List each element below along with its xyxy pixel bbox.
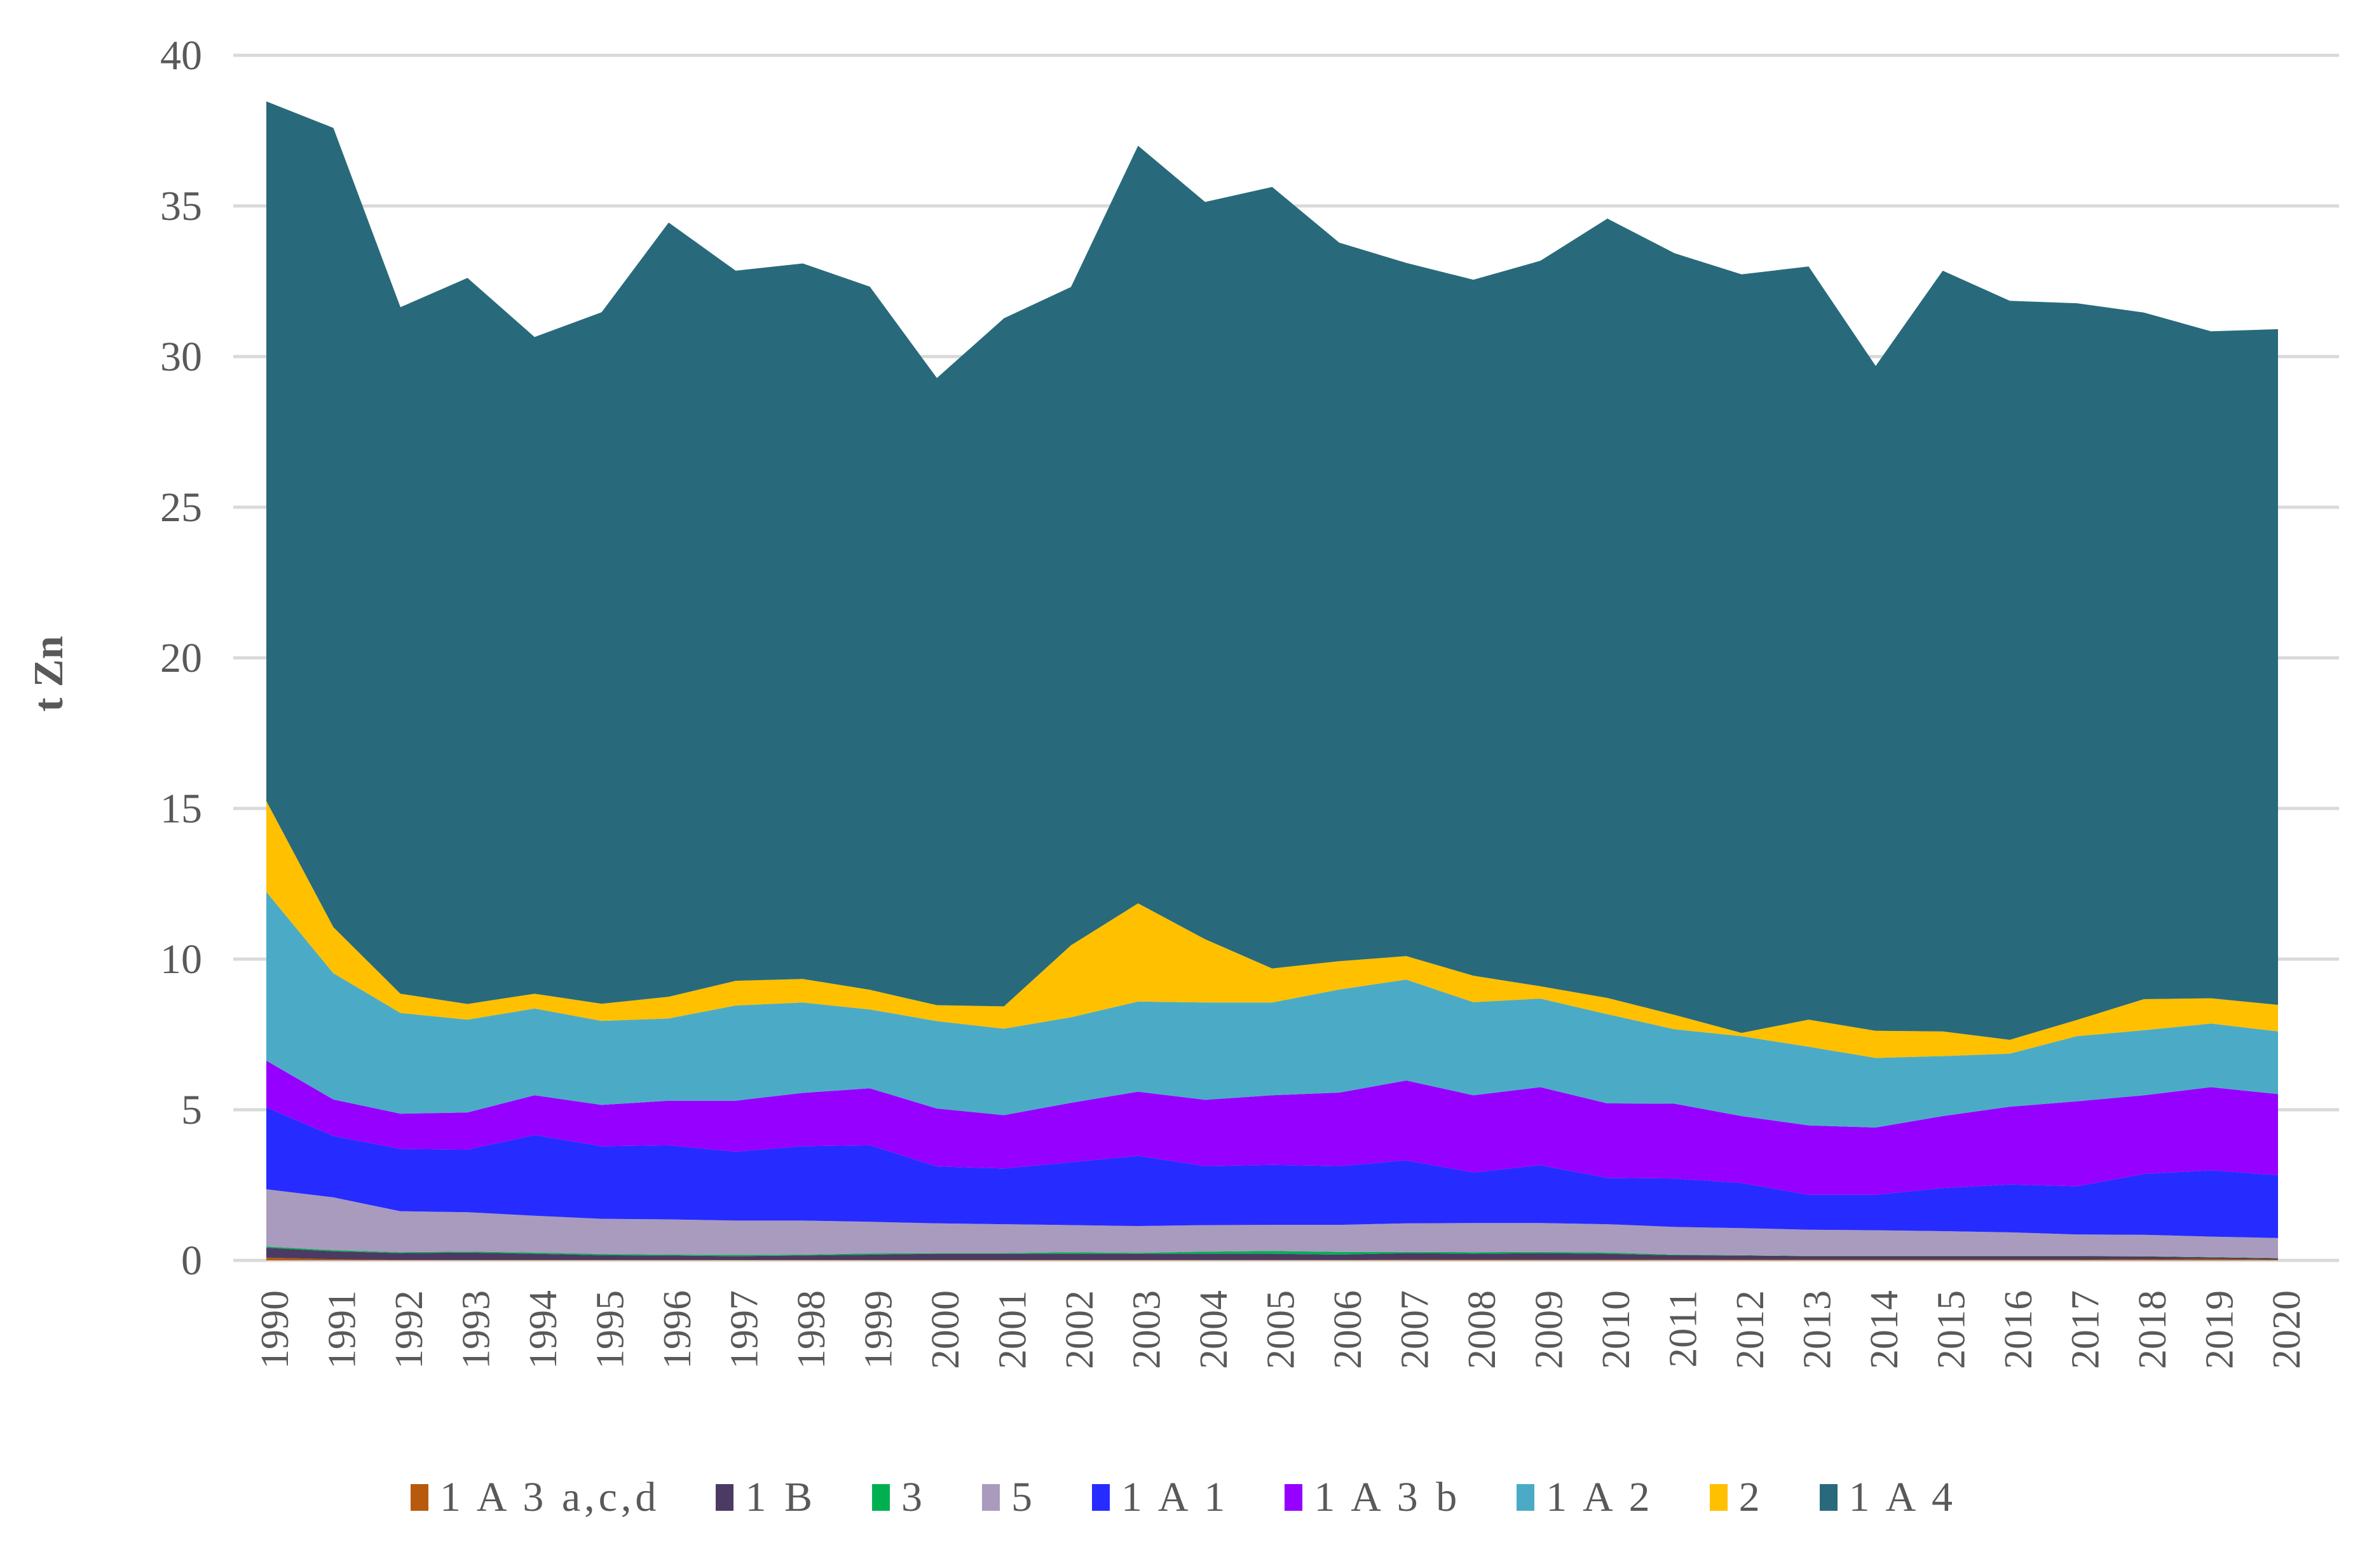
legend-item: 1 A 1 xyxy=(1091,1473,1229,1522)
legend-item: 1 A 3 a,c,d xyxy=(410,1473,660,1522)
x-tick-label: 2000 xyxy=(924,1290,967,1369)
area-1-a-2 xyxy=(266,892,2278,1128)
x-tick-label: 2016 xyxy=(1997,1290,2040,1369)
x-tick-label: 2005 xyxy=(1260,1290,1303,1369)
legend-swatch xyxy=(1709,1484,1728,1511)
y-tick-label: 5 xyxy=(181,1087,202,1133)
y-tick-label: 20 xyxy=(160,635,202,681)
x-tick-label: 1990 xyxy=(254,1290,297,1369)
legend-swatch xyxy=(1819,1484,1838,1511)
legend-item: 1 A 4 xyxy=(1819,1473,1957,1522)
legend-label: 1 A 4 xyxy=(1848,1474,1957,1520)
legend-item: 3 xyxy=(871,1473,926,1522)
y-axis-title: t Zn xyxy=(25,636,72,711)
legend-label: 1 A 2 xyxy=(1546,1474,1654,1520)
x-axis-ticks: 1990 1991 1992 1993 1994 1995 1996 1997 1998 1999… xyxy=(254,1290,2309,1369)
legend-item: 5 xyxy=(981,1473,1036,1522)
area-series xyxy=(266,101,2278,1260)
x-tick-label: 2011 xyxy=(1662,1290,1705,1368)
legend-swatch xyxy=(1517,1484,1535,1511)
x-tick-label: 2020 xyxy=(2265,1290,2309,1369)
y-axis-ticks: 0 5 10 15 20 25 30 35 40 xyxy=(160,32,202,1284)
x-tick-label: 2004 xyxy=(1192,1290,1236,1369)
legend-label: 2 xyxy=(1738,1474,1764,1520)
legend-swatch xyxy=(871,1484,890,1511)
x-tick-label: 2006 xyxy=(1327,1290,1370,1369)
y-tick-label: 40 xyxy=(160,32,202,79)
legend-label: 5 xyxy=(1011,1474,1036,1520)
x-tick-label: 1995 xyxy=(589,1290,632,1369)
area-1-a-3-a-c-d xyxy=(266,1257,2278,1260)
x-tick-label: 1993 xyxy=(455,1290,498,1369)
x-tick-label: 2010 xyxy=(1595,1290,1638,1369)
area-5 xyxy=(266,1189,2278,1258)
y-tick-label: 35 xyxy=(160,183,202,229)
area-2 xyxy=(266,801,2278,1058)
x-tick-label: 2013 xyxy=(1796,1290,1839,1369)
legend-label: 1 A 3 b xyxy=(1314,1474,1461,1520)
area-1-a-3-b xyxy=(266,1060,2278,1195)
legend-swatch xyxy=(1091,1484,1110,1511)
y-tick-label: 0 xyxy=(181,1237,202,1284)
legend-label: 1 A 1 xyxy=(1121,1474,1229,1520)
y-tick-label: 15 xyxy=(160,786,202,832)
area-1-a-4 xyxy=(266,101,2278,1040)
x-tick-label: 2014 xyxy=(1863,1290,1906,1369)
x-tick-label: 1992 xyxy=(388,1290,431,1369)
x-tick-label: 2009 xyxy=(1528,1290,1571,1369)
x-tick-label: 2008 xyxy=(1461,1290,1504,1369)
x-tick-label: 2012 xyxy=(1729,1290,1772,1369)
x-tick-label: 1996 xyxy=(656,1290,699,1369)
x-tick-label: 1994 xyxy=(522,1290,565,1369)
y-tick-label: 30 xyxy=(160,334,202,380)
x-tick-label: 1998 xyxy=(790,1290,833,1369)
legend-item: 1 B xyxy=(716,1473,816,1522)
x-tick-label: 2007 xyxy=(1394,1290,1437,1369)
x-tick-label: 2015 xyxy=(1930,1290,1974,1369)
y-tick-label: 10 xyxy=(160,936,202,983)
x-tick-label: 2019 xyxy=(2199,1290,2242,1369)
x-tick-label: 2003 xyxy=(1126,1290,1169,1369)
legend-swatch xyxy=(716,1484,734,1511)
x-tick-label: 2002 xyxy=(1058,1290,1102,1369)
x-tick-label: 1999 xyxy=(857,1290,901,1369)
legend-label: 1 A 3 a,c,d xyxy=(439,1474,660,1520)
x-tick-label: 2001 xyxy=(992,1290,1035,1369)
legend-label: 1 B xyxy=(745,1474,816,1520)
x-tick-label: 2017 xyxy=(2064,1290,2108,1369)
x-tick-label: 1991 xyxy=(321,1290,364,1369)
area-3 xyxy=(266,1246,2278,1258)
area-1-a-1 xyxy=(266,1107,2278,1238)
legend-item: 2 xyxy=(1709,1473,1764,1522)
x-tick-label: 1997 xyxy=(723,1290,767,1369)
legend: 1 A 3 a,c,d 1 B 3 5 1 A 1 1 A 3 b 1 A 2 2 1 A 4 xyxy=(0,1473,2367,1522)
legend-label: 3 xyxy=(901,1474,926,1520)
y-tick-label: 25 xyxy=(160,484,202,531)
legend-item: 1 A 2 xyxy=(1517,1473,1653,1522)
legend-item: 1 A 3 b xyxy=(1285,1473,1461,1522)
legend-swatch xyxy=(410,1484,428,1511)
x-tick-label: 2018 xyxy=(2131,1290,2174,1369)
legend-swatch xyxy=(1285,1484,1303,1511)
legend-swatch xyxy=(981,1484,1000,1511)
